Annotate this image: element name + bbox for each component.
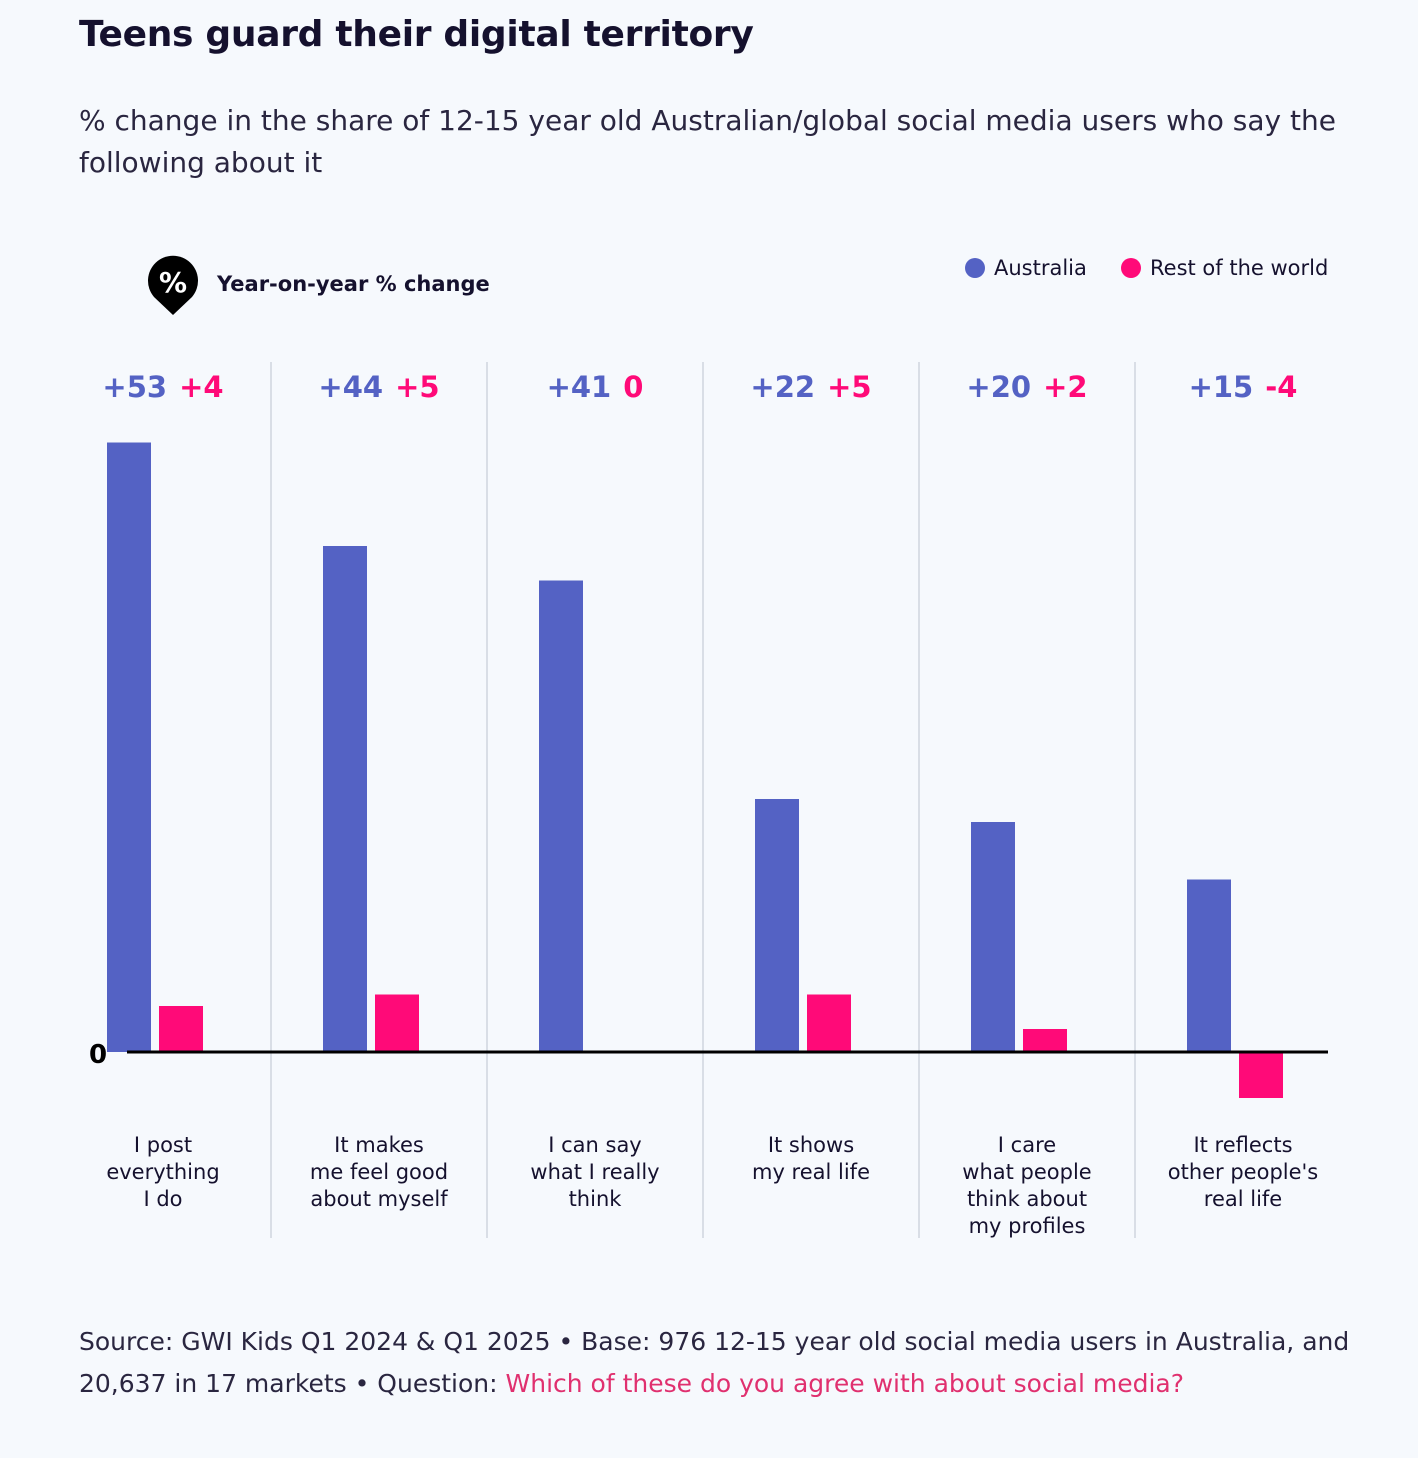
value-label-australia: +53 [102,370,167,404]
value-label-rest-of-world: 0 [623,370,643,404]
source-text: Source: GWI Kids Q1 2024 & Q1 2025 • Bas… [79,1327,1350,1398]
value-label: +22 +5 [750,370,871,404]
bar-rest-of-world [375,994,419,1052]
value-label: +53 +4 [102,370,223,404]
chart-subtitle: % change in the share of 12-15 year old … [79,104,1336,179]
value-label-rest-of-world: -4 [1265,370,1297,404]
bar-australia [971,822,1015,1052]
category-label: I can say what I really think [530,1133,659,1211]
bar-australia [1187,879,1231,1052]
percent-symbol: % [159,266,187,299]
category-label: I care what people think about my profiles [962,1133,1091,1238]
value-labels: +53 +4 +44 +5 +41 0 +22 +5 +20 +2 +15 -4 [102,370,1297,404]
value-label: +44 +5 [318,370,439,404]
bar-australia [755,799,799,1052]
legend-label-rest-of-world: Rest of the world [1150,256,1328,280]
value-label-australia: +41 [547,370,612,404]
category-label: I post everything I do [106,1133,219,1211]
category-dividers [270,362,1136,1238]
bar-rest-of-world [159,1006,203,1052]
value-label-rest-of-world: +5 [827,370,871,404]
legend-swatch-rest-of-world [1121,258,1141,278]
value-label-australia: +15 [1189,370,1254,404]
value-label-rest-of-world: +5 [395,370,439,404]
value-label-rest-of-world: +2 [1043,370,1087,404]
source-note: Source: GWI Kids Q1 2024 & Q1 2025 • Bas… [79,1321,1369,1405]
category-label: It reflects other people's real life [1168,1133,1319,1211]
value-label-australia: +44 [318,370,383,404]
category-label: It makes me feel good about myself [310,1133,448,1211]
bar-australia [323,546,367,1052]
value-label-australia: +20 [966,370,1031,404]
bar-australia [539,580,583,1052]
bar-rest-of-world [807,994,851,1052]
category-labels: I post everything I do It makes me feel good… [106,1133,1318,1238]
legend: Australia Rest of the world [965,256,1328,280]
bar-australia [107,442,151,1052]
value-label: +41 0 [547,370,644,404]
bar-rest-of-world [1023,1029,1067,1052]
chart-title: Teens guard their digital territory [79,14,754,55]
bars [107,442,1283,1098]
legend-label-australia: Australia [994,256,1087,280]
value-label-rest-of-world: +4 [179,370,223,404]
zero-label: 0 [89,1040,107,1070]
legend-swatch-australia [965,258,985,278]
value-label: +20 +2 [966,370,1087,404]
value-label-australia: +22 [750,370,815,404]
percent-pin-icon: % [148,255,198,315]
measure-label: Year-on-year % change [216,272,490,296]
source-question: Which of these do you agree with about s… [505,1369,1185,1398]
bar-rest-of-world [1239,1052,1283,1098]
value-label: +15 -4 [1189,370,1298,404]
category-label: It shows my real life [752,1133,870,1184]
